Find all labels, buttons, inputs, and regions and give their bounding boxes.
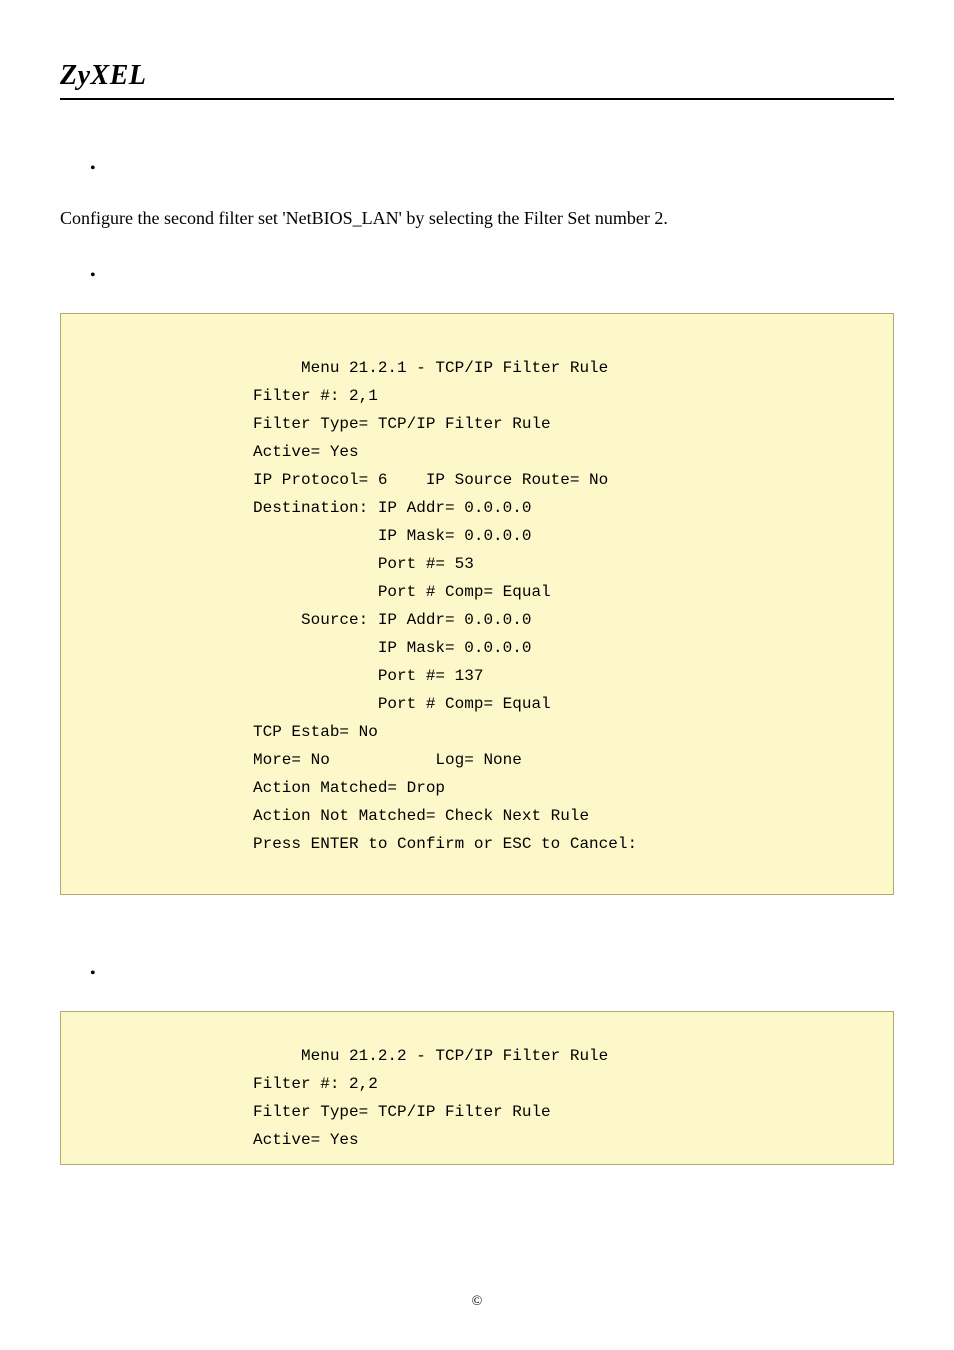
intro-paragraph: Configure the second filter set 'NetBIOS… xyxy=(60,206,894,231)
bullet-dot-icon xyxy=(90,965,96,982)
header-rule xyxy=(60,98,894,100)
bullet-item-3 xyxy=(90,965,894,983)
bullet-dot-icon xyxy=(90,160,96,177)
filter-rule-text-2: Menu 21.2.2 - TCP/IP Filter Rule Filter … xyxy=(61,1042,893,1154)
footer-copyright: © xyxy=(0,1294,954,1310)
filter-rule-text-1: Menu 21.2.1 - TCP/IP Filter Rule Filter … xyxy=(61,354,893,858)
bullet-dot-icon xyxy=(90,267,96,284)
filter-rule-box-1: Menu 21.2.1 - TCP/IP Filter Rule Filter … xyxy=(60,313,894,895)
bullet-item-2 xyxy=(90,267,894,285)
filter-rule-box-2: Menu 21.2.2 - TCP/IP Filter Rule Filter … xyxy=(60,1011,894,1165)
brand-logo-text: ZyXEL xyxy=(60,60,894,92)
document-page: ZyXEL Configure the second filter set 'N… xyxy=(0,0,954,1350)
bullet-item-1 xyxy=(90,160,894,178)
